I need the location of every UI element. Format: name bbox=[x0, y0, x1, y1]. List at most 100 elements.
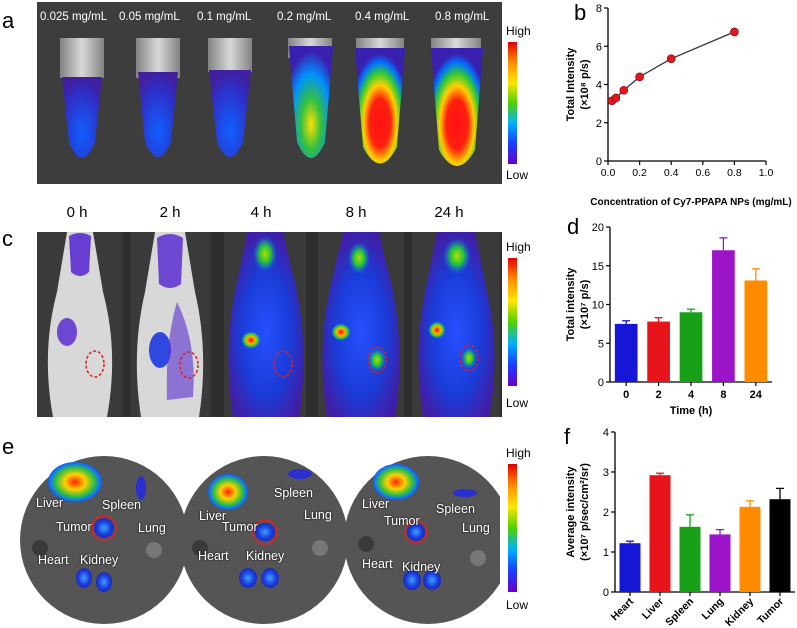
data-point bbox=[730, 27, 739, 37]
bar bbox=[709, 534, 731, 592]
concentration-label: 0.8 mg/mL bbox=[435, 11, 490, 23]
time-label: 4 h bbox=[250, 204, 272, 221]
x-axis-label: Time (h) bbox=[670, 405, 713, 417]
organ-label: Tumor bbox=[222, 520, 258, 534]
concentration-label: 0.1 mg/mL bbox=[197, 11, 252, 23]
organ-label: Lung bbox=[304, 508, 332, 522]
x-tick-label: 0.4 bbox=[664, 167, 679, 179]
y-axis-label: Average intensity bbox=[565, 465, 577, 557]
panel-label-e: e bbox=[2, 434, 15, 459]
organ-label: Lung bbox=[462, 521, 490, 535]
x-tick-label: 24 bbox=[750, 389, 763, 401]
x-tick-label: Spleen bbox=[663, 596, 696, 628]
time-label: 2 h bbox=[159, 204, 181, 221]
concentration-label: 0.2 mg/mL bbox=[277, 11, 332, 23]
organ-label: Kidney bbox=[246, 549, 285, 563]
panel-label-c: c bbox=[2, 226, 13, 251]
x-tick-label: 2 bbox=[656, 389, 662, 401]
x-tick-label: Liver bbox=[640, 596, 666, 622]
bar bbox=[712, 250, 735, 382]
x-tick-label: 1.0 bbox=[759, 167, 774, 179]
y-tick-label: 10 bbox=[592, 300, 604, 312]
organ-label: Liver bbox=[199, 509, 227, 523]
y-tick-label: 1 bbox=[603, 547, 609, 559]
bar bbox=[739, 506, 761, 592]
x-tick-label: Heart bbox=[609, 595, 637, 623]
y-axis-label: Total Intensity bbox=[565, 47, 577, 122]
y-tick-label: 15 bbox=[592, 261, 604, 273]
x-tick-label: 0.6 bbox=[695, 167, 710, 179]
organ-label: Heart bbox=[362, 557, 393, 571]
tube-fluorescence-graphic bbox=[37, 2, 502, 184]
y-axis-label-units: (×10⁷ p/s) bbox=[579, 279, 591, 329]
organ-fluorescence-images bbox=[20, 456, 500, 624]
bar bbox=[619, 543, 641, 592]
organ-label: Spleen bbox=[274, 486, 313, 500]
colorbar-low-label: Low bbox=[506, 168, 529, 182]
organ-label: Kidney bbox=[402, 560, 441, 574]
x-tick-label: 0.0 bbox=[601, 167, 616, 179]
panel-label-a: a bbox=[2, 8, 15, 33]
y-tick-label: 4 bbox=[596, 80, 602, 92]
mouse-fluorescence-graphic bbox=[37, 232, 500, 417]
colorbar-high-label: High bbox=[506, 240, 531, 254]
x-tick-label: 4 bbox=[688, 389, 695, 401]
colorbar-high-label: High bbox=[506, 446, 531, 460]
time-label: 8 h bbox=[345, 204, 367, 221]
colorbar-low-label: Low bbox=[506, 598, 529, 612]
panel-label-b: b bbox=[574, 0, 587, 25]
concentration-label: 0.4 mg/mL bbox=[355, 11, 410, 23]
organ-label: Tumor bbox=[384, 514, 420, 528]
organ-label: Heart bbox=[198, 549, 229, 563]
y-tick-label: 6 bbox=[596, 41, 602, 53]
panel-label-d: d bbox=[567, 214, 580, 239]
colorbar-high-label: High bbox=[506, 24, 531, 38]
y-tick-label: 0 bbox=[603, 587, 609, 599]
concentration-label: 0.025 mg/mL bbox=[40, 11, 108, 23]
mouse-fluorescence-images bbox=[37, 232, 502, 417]
bar bbox=[679, 526, 701, 592]
organ-label: Kidney bbox=[80, 553, 119, 567]
organ-label: Spleen bbox=[436, 502, 475, 516]
y-tick-label: 3 bbox=[603, 467, 609, 479]
y-axis-label-units: (×10⁸ p/s) bbox=[579, 59, 591, 109]
x-tick-label: Tumor bbox=[755, 596, 786, 627]
bar bbox=[614, 323, 638, 382]
organ-label: Liver bbox=[362, 497, 390, 511]
y-tick-label: 20 bbox=[592, 222, 604, 234]
organ-label: Liver bbox=[36, 496, 64, 510]
x-axis-label: Concentration of Cy7-PPAPA NPs (mg/mL) bbox=[590, 197, 792, 208]
colorbar bbox=[508, 258, 517, 386]
bar bbox=[744, 280, 768, 382]
y-axis-label: Total intensity bbox=[565, 267, 577, 342]
data-point bbox=[666, 54, 676, 63]
y-tick-label: 5 bbox=[598, 338, 604, 350]
series-line bbox=[611, 31, 735, 102]
y-tick-label: 0 bbox=[596, 156, 602, 168]
organ-label: Spleen bbox=[102, 498, 141, 512]
x-tick-label: Lung bbox=[699, 596, 726, 623]
time-label: 24 h bbox=[434, 204, 464, 221]
y-tick-label: 2 bbox=[596, 118, 602, 130]
y-tick-label: 0 bbox=[598, 377, 604, 389]
x-tick-label: 0 bbox=[623, 389, 629, 401]
data-point bbox=[635, 72, 644, 82]
y-tick-label: 4 bbox=[603, 428, 609, 439]
y-tick-label: 2 bbox=[603, 507, 609, 519]
data-point bbox=[611, 93, 621, 103]
y-tick-label: 8 bbox=[596, 3, 602, 15]
x-tick-label: 8 bbox=[720, 389, 726, 401]
data-point bbox=[619, 85, 629, 95]
x-tick-label: 0.8 bbox=[727, 167, 742, 179]
colorbar-low-label: Low bbox=[506, 396, 529, 410]
organ-label: Heart bbox=[38, 553, 69, 567]
y-axis-label-units: (×10⁷ p/sec/cm²/sr) bbox=[579, 463, 591, 561]
bar bbox=[679, 312, 703, 382]
colorbar bbox=[508, 42, 517, 164]
colorbar bbox=[508, 464, 517, 592]
organ-label: Tumor bbox=[56, 520, 92, 534]
tube-fluorescence-image: 0.025 mg/mL 0.05 mg/mL 0.1 mg/mL 0.2 mg/… bbox=[37, 2, 502, 184]
organ-label: Lung bbox=[138, 521, 166, 535]
